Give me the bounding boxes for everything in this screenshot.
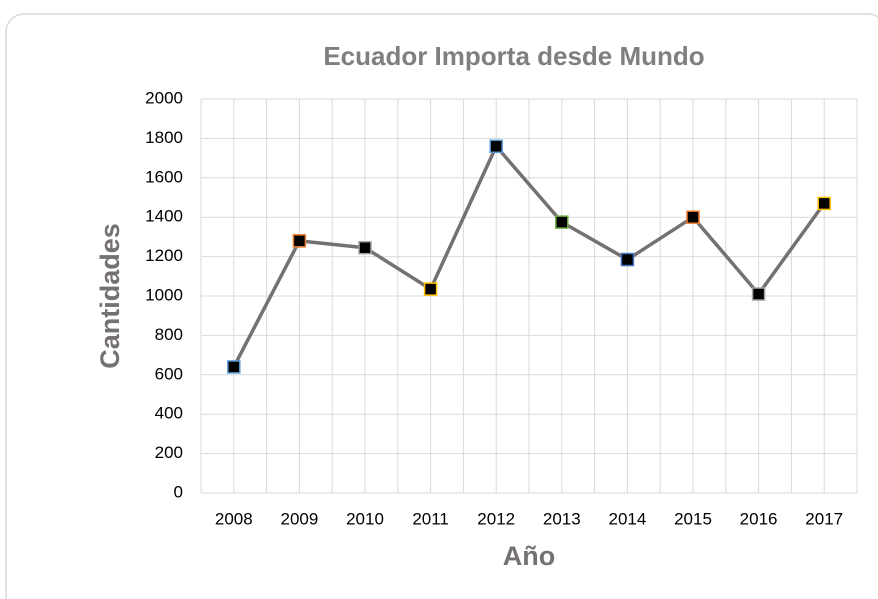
- x-axis-label: Año: [503, 541, 555, 571]
- marker: [555, 215, 569, 229]
- chart-title: Ecuador Importa desde Mundo: [323, 41, 704, 71]
- marker: [686, 210, 700, 224]
- marker: [751, 287, 766, 301]
- plot: [227, 139, 831, 374]
- x-tick-label: 2010: [346, 509, 384, 528]
- marker: [817, 196, 831, 211]
- x-tick-label: 2011: [412, 509, 449, 528]
- marker: [227, 360, 241, 374]
- x-tick-label: 2015: [674, 509, 712, 528]
- x-tick-label: 2009: [280, 509, 318, 528]
- marker: [620, 252, 635, 267]
- x-tick-label: 2016: [740, 509, 778, 528]
- y-tick-label: 1800: [145, 128, 183, 147]
- y-tick-label: 1400: [145, 207, 183, 226]
- y-tick-label: 1600: [145, 167, 183, 186]
- y-tick-label: 800: [155, 325, 183, 344]
- y-tick-label: 0: [174, 482, 183, 501]
- y-tick-label: 2000: [145, 88, 183, 107]
- series-line: [232, 144, 826, 368]
- y-tick-label: 1000: [145, 285, 183, 304]
- marker: [358, 240, 372, 255]
- x-tick-label: 2013: [543, 509, 581, 528]
- x-tick-label: 2014: [608, 509, 646, 528]
- marker: [423, 282, 438, 296]
- marker: [489, 139, 503, 154]
- y-tick-label: 200: [155, 443, 183, 462]
- y-tick-label: 1200: [145, 246, 183, 265]
- marker: [292, 234, 307, 248]
- y-tick-label: 600: [155, 364, 183, 383]
- y-axis-label: Cantidades: [95, 223, 125, 369]
- y-tick-label: 400: [155, 404, 183, 423]
- grid: [200, 98, 858, 494]
- x-tick-label: 2012: [477, 509, 515, 528]
- x-tick-label: 2017: [805, 509, 843, 528]
- x-tick-label: 2008: [215, 509, 253, 528]
